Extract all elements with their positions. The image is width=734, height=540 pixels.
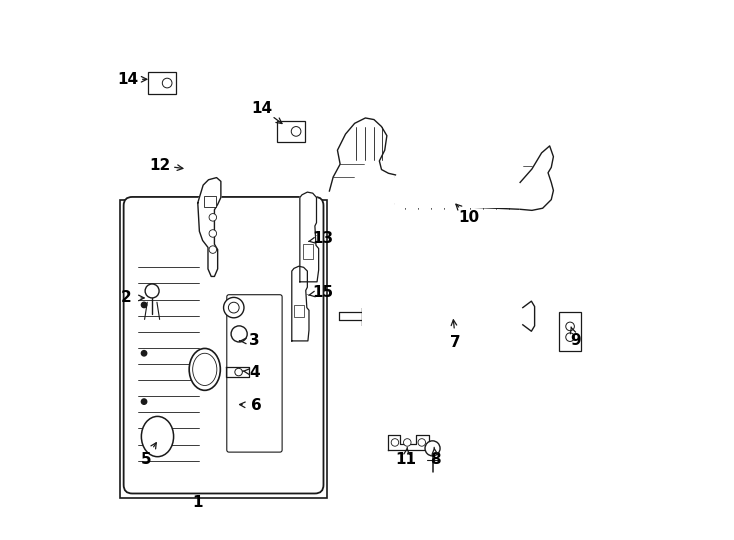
Text: 9: 9: [570, 333, 581, 348]
Circle shape: [566, 333, 575, 341]
FancyBboxPatch shape: [294, 306, 304, 318]
Text: 5: 5: [140, 451, 151, 467]
Text: 13: 13: [313, 231, 333, 246]
FancyBboxPatch shape: [203, 196, 216, 207]
Polygon shape: [388, 435, 429, 450]
Text: 1: 1: [192, 495, 203, 510]
Text: 3: 3: [249, 333, 260, 348]
Circle shape: [235, 368, 242, 376]
FancyBboxPatch shape: [120, 200, 327, 498]
FancyBboxPatch shape: [302, 244, 313, 259]
Text: 12: 12: [150, 158, 171, 173]
Ellipse shape: [142, 416, 174, 457]
Circle shape: [425, 441, 440, 456]
Circle shape: [566, 322, 575, 330]
FancyBboxPatch shape: [227, 295, 282, 452]
Text: 14: 14: [117, 72, 139, 87]
FancyBboxPatch shape: [123, 197, 324, 494]
Polygon shape: [197, 178, 221, 276]
FancyBboxPatch shape: [362, 305, 534, 327]
Circle shape: [224, 298, 244, 318]
Circle shape: [404, 438, 411, 446]
Text: 8: 8: [430, 451, 440, 467]
Circle shape: [228, 302, 239, 313]
Circle shape: [142, 350, 147, 356]
Ellipse shape: [189, 348, 220, 390]
Circle shape: [145, 284, 159, 298]
Text: 6: 6: [252, 398, 262, 413]
Text: 4: 4: [249, 364, 260, 380]
Ellipse shape: [192, 353, 217, 386]
Circle shape: [209, 246, 217, 253]
Polygon shape: [520, 146, 553, 211]
FancyBboxPatch shape: [148, 72, 175, 94]
Polygon shape: [523, 301, 534, 331]
FancyBboxPatch shape: [277, 120, 305, 142]
Polygon shape: [300, 192, 319, 282]
Circle shape: [209, 214, 217, 221]
Text: 15: 15: [313, 285, 333, 300]
FancyBboxPatch shape: [396, 173, 550, 208]
Text: 10: 10: [459, 210, 479, 225]
Circle shape: [231, 326, 247, 342]
Circle shape: [418, 438, 426, 446]
Circle shape: [142, 302, 147, 308]
Polygon shape: [292, 266, 309, 341]
Circle shape: [391, 438, 399, 446]
Circle shape: [142, 399, 147, 404]
Circle shape: [209, 230, 217, 237]
Text: 14: 14: [252, 102, 273, 116]
Circle shape: [291, 126, 301, 136]
Text: 2: 2: [121, 291, 131, 306]
Text: 11: 11: [396, 451, 417, 467]
FancyBboxPatch shape: [559, 313, 581, 351]
Text: 7: 7: [451, 335, 461, 350]
Circle shape: [162, 78, 172, 88]
